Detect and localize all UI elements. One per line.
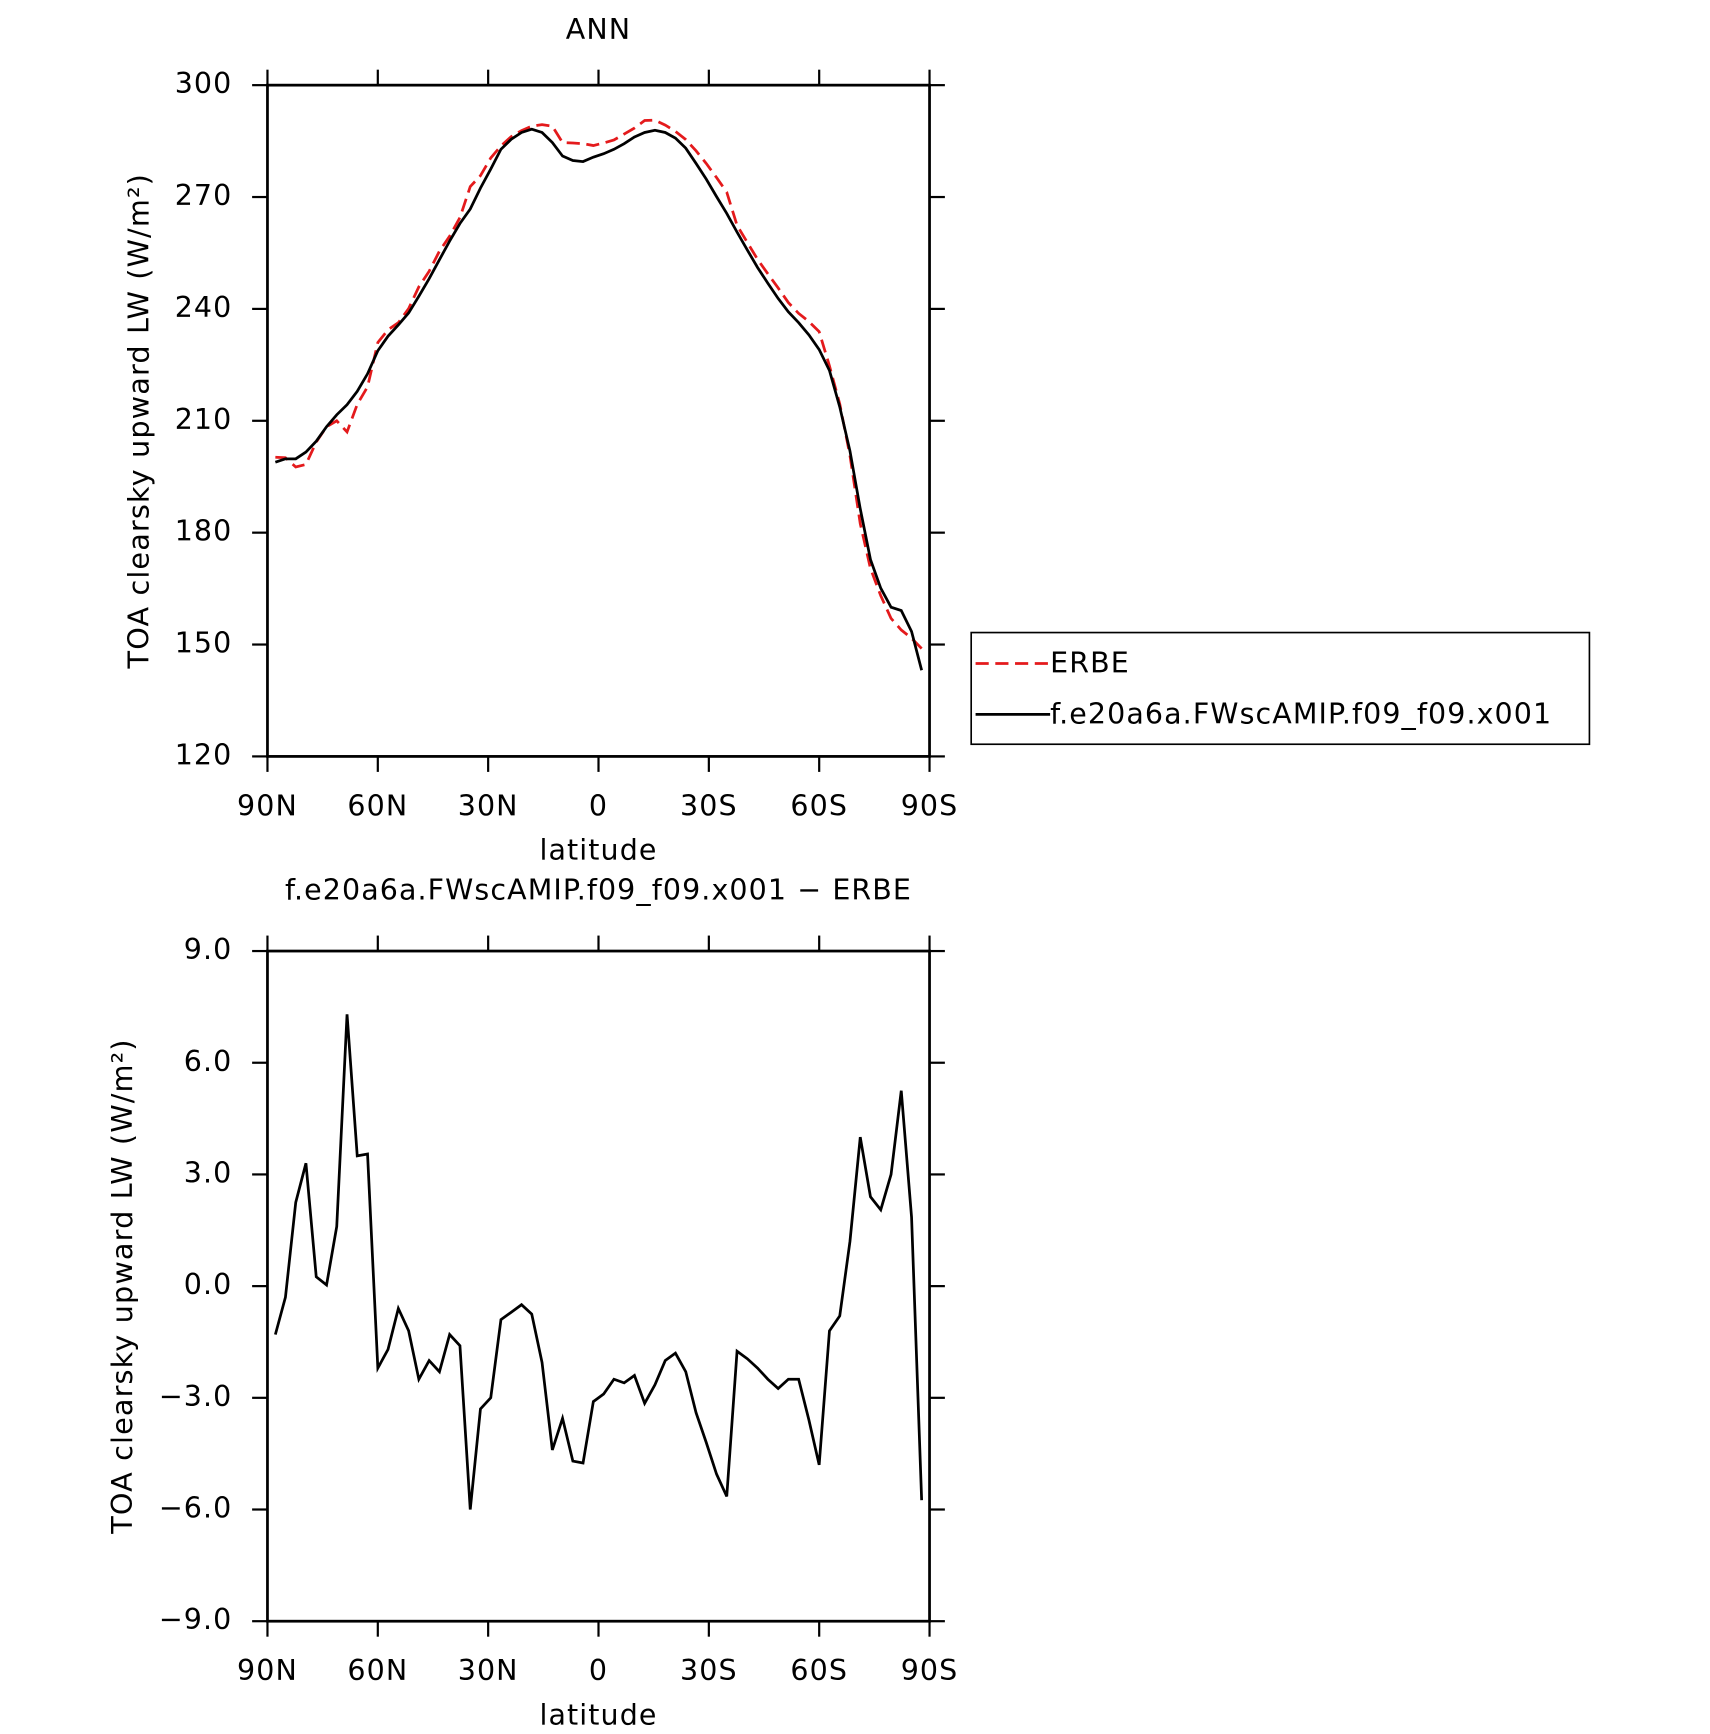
x-axis-label: latitude (539, 1697, 657, 1731)
y-tick-label: 180 (175, 514, 233, 548)
data-line (275, 118, 923, 650)
plot-frame (266, 83, 931, 758)
legend-box (970, 631, 1591, 746)
y-tick-label: 120 (175, 737, 233, 771)
y-tick-label: 240 (175, 290, 233, 324)
y-tick-label: −9.0 (159, 1602, 233, 1636)
x-tick-label: 30N (458, 1653, 519, 1687)
y-tick-label: −3.0 (159, 1379, 233, 1413)
legend-label: f.e20a6a.FWscAMIP.f09_f09.x001 (1050, 696, 1552, 730)
x-tick-label: 60N (347, 788, 408, 822)
data-line (274, 127, 923, 671)
y-tick-label: 6.0 (184, 1044, 233, 1078)
x-tick-label: 30N (458, 788, 519, 822)
plot-frame (266, 949, 931, 1623)
x-tick-label: 60S (790, 1653, 848, 1687)
chart-title: f.e20a6a.FWscAMIP.f09_f09.x001 − ERBE (285, 872, 912, 906)
y-tick-label: 0.0 (184, 1267, 233, 1301)
x-tick-label: 30S (680, 1653, 738, 1687)
x-tick-label: 90S (901, 1653, 959, 1687)
x-tick-label: 90N (237, 1653, 298, 1687)
y-tick-label: 300 (175, 66, 233, 100)
x-tick-label: 60N (347, 1653, 408, 1687)
y-tick-label: 9.0 (184, 932, 233, 966)
x-tick-label: 60S (790, 788, 848, 822)
data-line (274, 1014, 924, 1510)
y-tick-label: 210 (175, 402, 233, 436)
y-tick-label: 3.0 (184, 1155, 233, 1189)
y-tick-label: 150 (175, 625, 233, 659)
x-tick-label: 90S (901, 788, 959, 822)
y-tick-label: 270 (175, 178, 233, 212)
x-tick-label: 90N (237, 788, 298, 822)
chart-title: ANN (566, 12, 631, 46)
y-tick-label: −6.0 (159, 1490, 233, 1524)
x-tick-label: 0 (589, 788, 608, 822)
legend-label: ERBE (1050, 646, 1130, 680)
y-axis-label: TOA clearsky upward LW (W/m²) (105, 1038, 139, 1534)
y-axis-label: TOA clearsky upward LW (W/m²) (121, 173, 155, 669)
x-tick-label: 30S (680, 788, 738, 822)
x-tick-label: 0 (589, 1653, 608, 1687)
x-axis-label: latitude (539, 832, 657, 866)
